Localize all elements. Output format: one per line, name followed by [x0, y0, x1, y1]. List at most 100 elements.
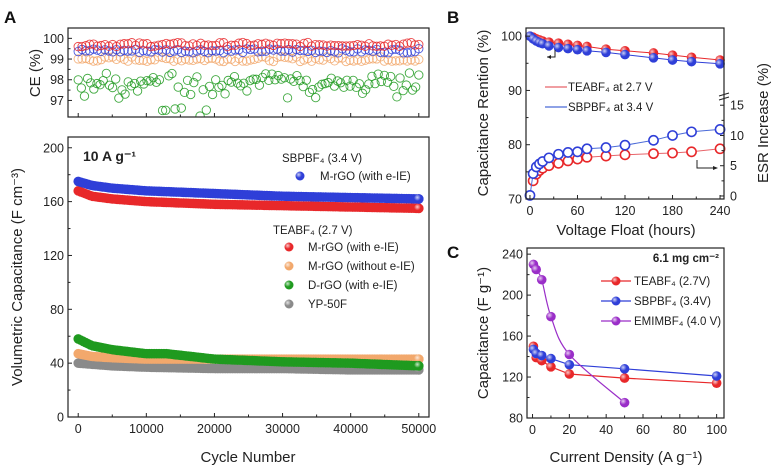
b-point [686, 146, 697, 158]
a-top-point [264, 39, 275, 49]
a-top-point [234, 38, 244, 48]
a-top-point [411, 82, 421, 92]
a-top-point [115, 39, 125, 49]
a-main-data-layer [73, 176, 424, 375]
y-tick-label: 90 [508, 84, 522, 98]
legend-marker-blue [611, 296, 621, 306]
x-tick-label: 0 [75, 422, 82, 436]
a-top-point [198, 85, 208, 95]
chart-b-voltage-float: 0 60 120 180 240 70 80 90 100 0 5 10 15 Capacitance … [475, 27, 772, 239]
a-top-point [195, 111, 205, 117]
b-point [648, 134, 659, 146]
a-top-point [414, 70, 424, 80]
a-top-point [248, 74, 258, 84]
a-top-point [286, 74, 296, 84]
a-top-point [153, 40, 164, 50]
b-axis-break-icon [718, 92, 730, 101]
y-tick-label: 120 [502, 371, 523, 385]
c-point [536, 350, 547, 361]
c-legend: TEABF₄ (2.7V) SBPBF₄ (3.4V) EMIMBF₄ (4.0 V… [601, 276, 721, 328]
a-top-point [192, 46, 202, 56]
a-top-point [164, 71, 174, 81]
a-top-point [310, 40, 321, 50]
a-top-point [314, 40, 324, 50]
a-top-point [126, 81, 136, 91]
a-top-point [73, 54, 83, 64]
x-tick-label: 20000 [197, 422, 232, 436]
a-top-point [138, 46, 148, 56]
a-top-point [401, 80, 411, 90]
legend-label: M-rGO (without e-IE) [308, 261, 415, 273]
b-point [543, 152, 555, 164]
a-top-point [201, 105, 211, 115]
x-tick-label: 50000 [401, 422, 436, 436]
c-point [546, 311, 556, 322]
b-point [686, 56, 697, 67]
a-top-point [280, 38, 290, 48]
a-top-point [304, 87, 315, 98]
y-tick-label: 97 [50, 94, 64, 108]
a-top-point [120, 89, 130, 99]
legend-marker-gray [284, 299, 294, 309]
a-top-point [222, 41, 233, 52]
a-top-point [236, 81, 246, 91]
b-point [582, 46, 592, 56]
legend-marker-blue [295, 171, 305, 181]
a-top-point [332, 76, 343, 86]
c-point [564, 369, 575, 379]
y-tick-label: 99 [50, 53, 64, 67]
a-top-point [383, 55, 393, 65]
c-point [711, 378, 722, 388]
a-top-point [360, 55, 370, 65]
a-main-point-end [413, 361, 424, 371]
a-top-point [186, 89, 196, 100]
c-series-1 [528, 344, 722, 381]
b-data-layer [524, 31, 726, 201]
a-top-point [267, 69, 277, 79]
a-main-xlabel: Cycle Number [200, 449, 295, 466]
a-top-point [188, 55, 198, 65]
a-top-point [251, 74, 261, 84]
a-top-point [326, 73, 336, 83]
a-top-point [352, 39, 363, 50]
x-tick-label: 180 [662, 204, 683, 218]
a-top-point [299, 55, 309, 65]
a-top-point [376, 76, 386, 87]
x-tick-label: 60 [571, 204, 585, 218]
y-tick-label: 160 [502, 330, 523, 344]
a-top-point [310, 53, 321, 64]
a-top-point [311, 92, 321, 103]
b-point [667, 130, 678, 141]
a-top-point [361, 85, 371, 95]
a-top-point [207, 89, 218, 100]
x-tick-label: 120 [615, 204, 636, 218]
y-tick-label: 200 [502, 289, 523, 303]
y-tick-label: 98 [50, 73, 64, 87]
a-top-point [387, 56, 397, 66]
y-tick-label: 80 [509, 412, 523, 426]
legend-label: D-rGO (with e-IE) [308, 280, 398, 292]
a-top-point [142, 56, 152, 66]
a-top-point [301, 75, 311, 85]
a-top-point [282, 93, 293, 103]
a-top-point [318, 40, 328, 50]
a-top-point [264, 56, 275, 66]
c-point [536, 274, 547, 285]
a-main-series-0 [73, 176, 424, 204]
b-point [620, 49, 630, 60]
a-main-series-3 [73, 334, 424, 371]
a-top-point [111, 74, 121, 84]
chart-a-main-capacitance: 0 10000 20000 30000 40000 50000 0 40 80 120 160 200… [9, 136, 436, 466]
y-tick-label: 240 [502, 248, 523, 262]
y-tick-label: 100 [43, 32, 64, 46]
a-top-point [284, 38, 294, 49]
b-series-1 [525, 31, 725, 69]
a-top-point [238, 37, 248, 48]
a-top-point [383, 39, 393, 49]
a-top-point [145, 76, 155, 86]
a-top-point [322, 41, 332, 51]
a-top-point [226, 77, 236, 87]
a-top-frame [67, 27, 430, 118]
a-top-point [354, 79, 365, 89]
a-top-point [88, 56, 99, 66]
